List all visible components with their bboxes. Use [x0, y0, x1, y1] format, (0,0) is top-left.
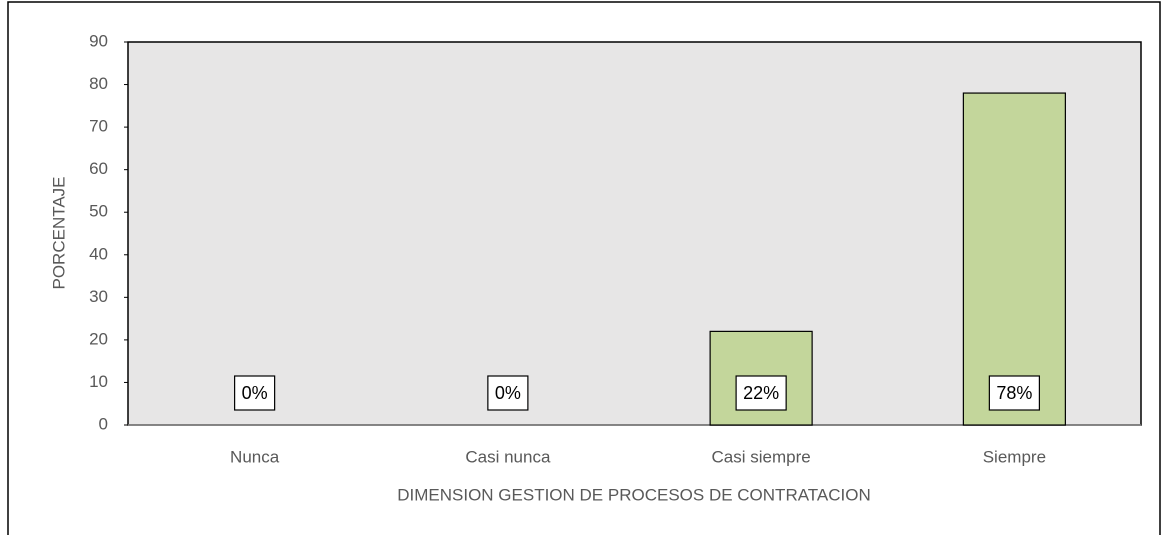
data-label-box: [234, 375, 276, 411]
x-tick-label: Nunca: [230, 447, 280, 466]
data-label-box: [735, 375, 787, 411]
data-label: 0%: [242, 383, 268, 403]
y-tick-label: 80: [89, 74, 108, 93]
y-tick-label: 10: [89, 372, 108, 391]
data-label: 0%: [495, 383, 521, 403]
x-axis-title: DIMENSION GESTION DE PROCESOS DE CONTRAT…: [397, 485, 871, 504]
y-tick-label: 30: [89, 287, 108, 306]
x-tick-label: Casi siempre: [712, 447, 811, 466]
y-tick-label: 70: [89, 117, 108, 136]
bar: [962, 92, 1066, 426]
y-tick-label: 50: [89, 202, 108, 221]
data-label-box: [487, 375, 529, 411]
x-tick-label: Casi nunca: [465, 447, 551, 466]
data-label: 78%: [996, 383, 1032, 403]
data-label-box: [988, 375, 1040, 411]
y-tick-label: 0: [99, 414, 108, 433]
y-axis-title: PORCENTAJE: [49, 176, 68, 289]
x-tick-label: Siempre: [983, 447, 1046, 466]
data-label: 22%: [743, 383, 779, 403]
y-tick-label: 60: [89, 159, 108, 178]
y-tick-label: 20: [89, 329, 108, 348]
y-tick-label: 90: [89, 31, 108, 50]
y-tick-label: 40: [89, 244, 108, 263]
